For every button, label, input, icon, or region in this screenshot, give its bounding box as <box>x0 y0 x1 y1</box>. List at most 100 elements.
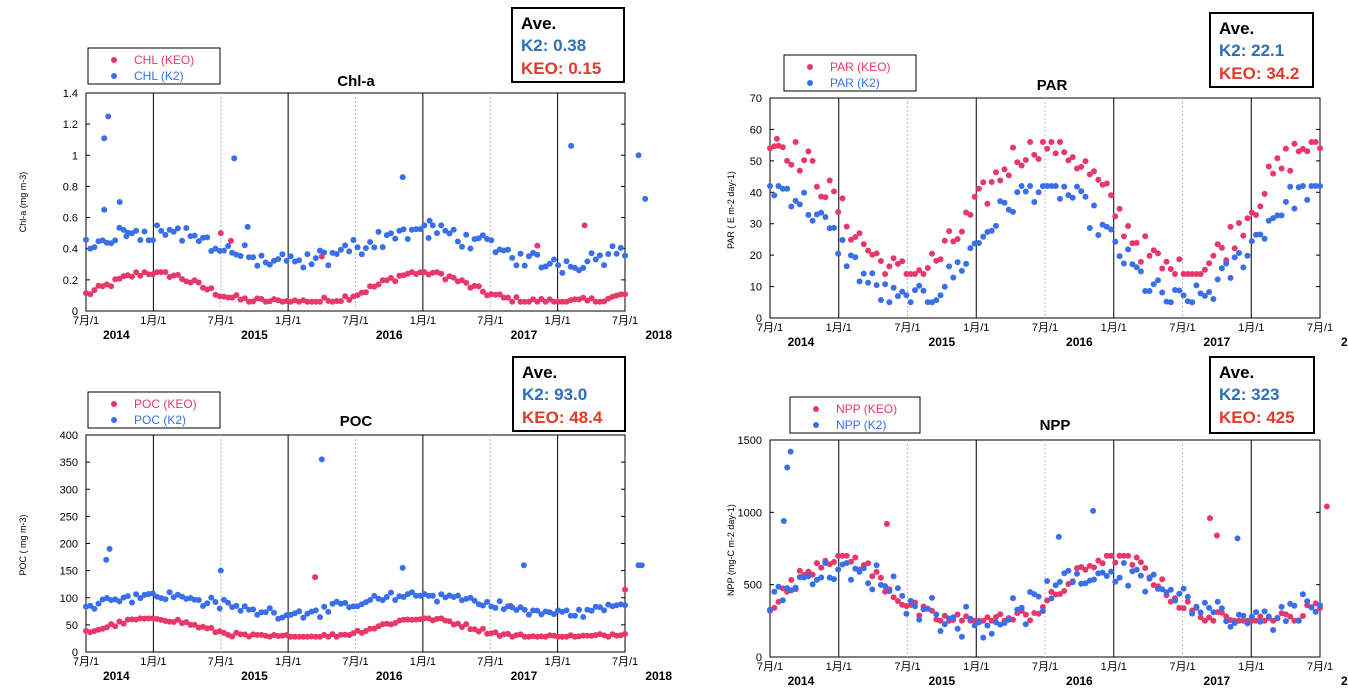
data-point <box>971 622 978 629</box>
data-point <box>946 263 953 270</box>
data-point <box>1155 250 1161 257</box>
data-point <box>822 194 829 201</box>
data-point <box>980 179 987 186</box>
y-tick-label: 150 <box>60 566 78 578</box>
data-point <box>1074 183 1080 190</box>
data-point <box>1193 603 1200 610</box>
data-point <box>1278 603 1285 610</box>
data-point <box>1125 223 1132 229</box>
data-point <box>244 223 251 230</box>
data-point <box>137 595 144 602</box>
data-point <box>312 633 319 640</box>
data-point <box>1014 159 1021 166</box>
data-point <box>463 279 470 286</box>
data-point <box>958 228 965 235</box>
data-point <box>784 185 791 192</box>
x-tick-label: 7月/1 <box>894 322 920 334</box>
data-point <box>388 230 394 237</box>
data-point <box>1129 240 1136 247</box>
data-point <box>963 603 970 610</box>
data-point <box>233 292 240 299</box>
data-point <box>1180 585 1187 592</box>
data-point <box>1240 612 1247 619</box>
data-point <box>988 630 995 637</box>
x-year-label: 2018 <box>1341 674 1348 688</box>
data-point <box>1159 586 1166 593</box>
data-point <box>1010 616 1016 623</box>
data-point <box>162 231 169 238</box>
data-point <box>971 193 978 200</box>
data-point <box>300 264 307 271</box>
data-point <box>1069 579 1076 586</box>
data-point <box>479 288 486 295</box>
data-point <box>950 614 957 621</box>
data-point <box>108 283 115 290</box>
data-point <box>801 157 808 164</box>
data-point <box>767 606 773 613</box>
x-year-label: 2018 <box>645 669 672 683</box>
data-point <box>87 291 94 298</box>
data-point <box>1018 604 1025 611</box>
average-keo: KEO: 425 <box>1219 408 1295 427</box>
data-point <box>106 545 113 552</box>
data-point <box>467 245 474 252</box>
data-point <box>796 201 803 208</box>
data-point <box>1201 266 1208 273</box>
data-point <box>287 633 294 640</box>
data-point <box>154 269 160 276</box>
data-point <box>592 256 599 263</box>
data-point <box>208 594 215 601</box>
data-point <box>325 262 332 269</box>
data-point <box>813 560 820 567</box>
series-poc-keo- <box>83 574 628 640</box>
legend: NPP (KEO) NPP (K2) <box>789 396 921 434</box>
data-point <box>946 228 953 235</box>
y-tick-label: 250 <box>60 511 78 523</box>
data-point <box>342 242 349 249</box>
data-point <box>521 633 528 640</box>
data-point <box>929 594 935 601</box>
data-point <box>1133 239 1140 246</box>
data-point <box>1048 588 1055 595</box>
data-point <box>860 565 867 572</box>
data-point <box>1184 593 1191 600</box>
data-point <box>450 274 457 281</box>
data-point <box>941 612 948 619</box>
y-tick-label: 60 <box>750 124 762 136</box>
data-point <box>788 161 795 168</box>
data-point <box>279 251 286 258</box>
data-point <box>1282 198 1289 205</box>
data-point <box>133 227 140 234</box>
data-point <box>796 567 803 574</box>
y-tick-label: 500 <box>744 580 762 592</box>
data-point <box>1022 611 1029 618</box>
data-point <box>890 594 897 601</box>
data-point <box>835 209 842 215</box>
data-point <box>1108 568 1115 575</box>
data-point <box>517 250 524 257</box>
data-point <box>1116 552 1123 559</box>
data-point <box>354 244 361 251</box>
data-point <box>796 574 803 581</box>
data-point <box>1189 271 1196 277</box>
data-point <box>123 233 130 240</box>
legend-marker <box>111 417 117 423</box>
data-point <box>1201 599 1208 606</box>
data-point <box>154 222 160 229</box>
data-point <box>87 602 94 609</box>
average-k2: K2: 323 <box>1219 385 1279 404</box>
data-point <box>1231 620 1238 626</box>
data-point <box>1227 623 1234 630</box>
data-point <box>1014 189 1021 196</box>
data-point <box>1022 157 1029 163</box>
data-point <box>479 232 486 239</box>
y-axis-label: Chl-a (mg m-3) <box>18 172 28 233</box>
data-point <box>1082 580 1089 587</box>
data-point <box>642 195 649 202</box>
data-point <box>894 598 901 604</box>
data-point <box>920 271 927 277</box>
data-point <box>843 223 850 230</box>
data-point <box>1035 593 1042 600</box>
data-point <box>1108 192 1115 199</box>
data-point <box>1270 170 1277 177</box>
